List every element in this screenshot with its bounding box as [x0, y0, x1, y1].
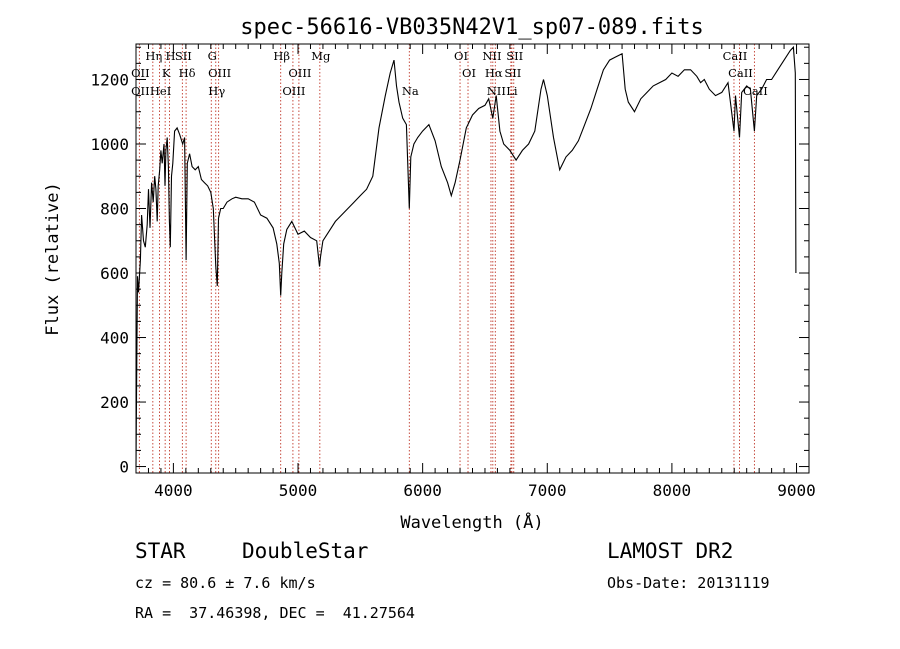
chart-title: spec-56616-VB035N42V1_sp07-089.fits — [240, 15, 704, 40]
spectral-line-label: Hα — [485, 66, 503, 80]
y-tick-label: 1200 — [90, 70, 129, 89]
y-axis: 0 200 400 600 800 1000 1200 — [90, 46, 809, 477]
spectral-line-label: OII — [131, 66, 150, 80]
spectral-line-label: H — [166, 49, 176, 63]
spectral-line-label: Mg — [311, 49, 331, 63]
spectral-line-label: Hγ — [208, 84, 225, 98]
object-class: STAR — [135, 539, 186, 563]
spectral-line-label: CaII — [728, 66, 753, 80]
spectral-line-label: SII — [175, 49, 192, 63]
spectral-line-label: K — [162, 66, 171, 80]
spectral-line-label: Hη — [145, 49, 162, 63]
spectral-line-label: Li — [506, 84, 518, 98]
y-tick-label: 0 — [119, 458, 129, 477]
spectral-line-label: G — [208, 49, 217, 63]
x-tick-label: 8000 — [653, 481, 692, 500]
spectral-line-label: OI — [462, 66, 476, 80]
spectral-line-label: OIII — [288, 66, 311, 80]
spectral-line-label: SII — [506, 49, 523, 63]
y-axis-label: Flux (relative) — [43, 182, 63, 336]
spectral-line-label: HeI — [150, 84, 171, 98]
spectral-line-label: OIII — [208, 66, 231, 80]
spectral-line-label: NII — [487, 84, 506, 98]
y-tick-label: 200 — [100, 393, 129, 412]
y-tick-label: 400 — [100, 329, 129, 348]
spectral-line-label: Hδ — [179, 66, 196, 80]
spectral-line-label: NII — [482, 49, 501, 63]
obs-date: Obs-Date: 20131119 — [607, 574, 770, 592]
y-tick-label: 600 — [100, 264, 129, 283]
x-tick-label: 9000 — [777, 481, 816, 500]
x-tick-label: 4000 — [154, 481, 193, 500]
x-tick-label: 7000 — [528, 481, 567, 500]
object-subclass: DoubleStar — [242, 539, 369, 563]
spectral-line-label: Na — [402, 84, 419, 98]
spectrum-line — [135, 45, 797, 467]
plot-frame — [135, 43, 810, 474]
spectral-line-label: Hβ — [273, 49, 290, 63]
x-tick-label: 5000 — [279, 481, 318, 500]
spectral-line-label: OI — [454, 49, 468, 63]
coordinates: RA = 37.46398, DEC = 41.27564 — [135, 604, 415, 622]
x-axis: 4000 5000 6000 7000 8000 9000 — [135, 44, 816, 500]
line-markers — [138, 44, 755, 473]
spectral-line-label: CaII — [723, 49, 748, 63]
spectral-line-label: SII — [504, 66, 521, 80]
y-tick-label: 1000 — [90, 135, 129, 154]
spectral-line-label: OIII — [282, 84, 305, 98]
y-tick-label: 800 — [100, 200, 129, 219]
x-tick-label: 6000 — [403, 481, 442, 500]
survey-name: LAMOST DR2 — [607, 539, 734, 563]
redshift-info: cz = 80.6 ± 7.6 km/s — [135, 574, 316, 592]
x-axis-label: Wavelength (Å) — [400, 511, 543, 533]
